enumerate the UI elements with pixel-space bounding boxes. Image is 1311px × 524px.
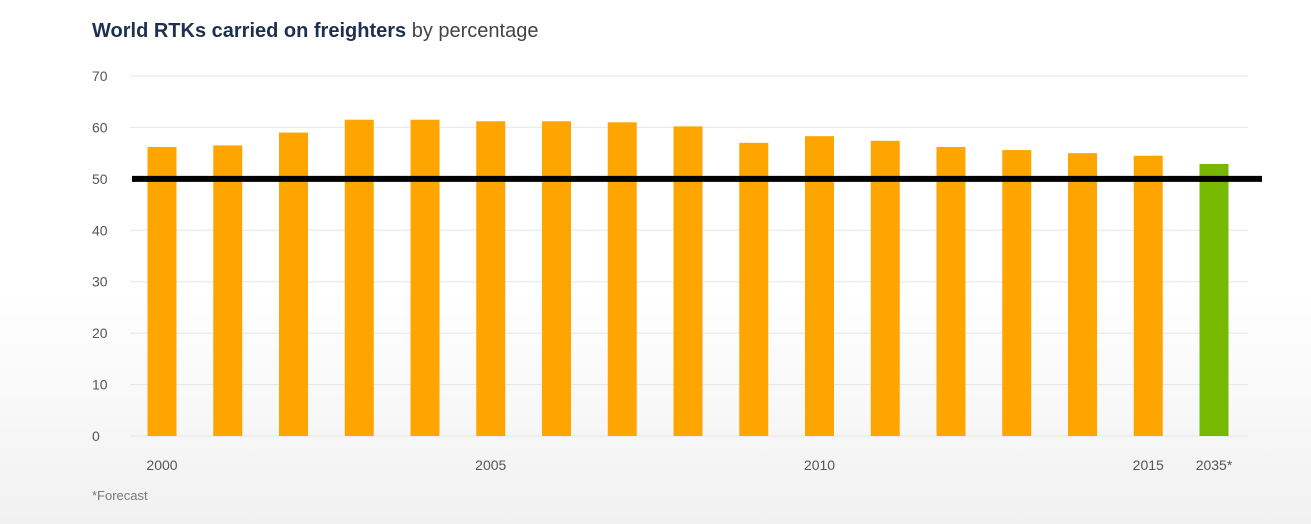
bar [805,136,834,436]
bar [607,122,637,437]
x-tick-label: 2035* [1196,457,1233,473]
bar-forecast [1199,163,1229,436]
y-tick-label: 50 [92,171,108,187]
y-tick-label: 0 [92,428,100,444]
chart-title: World RTKs carried on freighters by perc… [92,20,538,43]
bar [739,142,769,436]
footnote: *Forecast [92,488,148,503]
x-tick-label: 2015 [1133,457,1164,473]
x-tick-label: 2000 [146,457,177,473]
bar [1068,153,1097,436]
y-tick-label: 30 [92,274,108,290]
y-axis-ticks: 0 10 20 30 40 50 60 70 [92,68,108,444]
bar [1133,155,1163,436]
bar [213,145,243,436]
bar [147,146,177,436]
x-tick-label: 2010 [804,457,835,473]
y-tick-label: 70 [92,68,108,84]
y-tick-label: 20 [92,325,108,341]
chart-title-bold: World RTKs carried on freighters [92,20,407,42]
bar [1002,150,1032,437]
y-tick-label: 10 [92,377,108,393]
bar [936,146,966,436]
bar [279,132,308,437]
bar [476,121,506,436]
bars [147,119,1229,437]
bar [344,119,374,436]
x-tick-label: 2005 [475,457,506,473]
bar [870,140,900,437]
bar [410,119,440,436]
x-axis-ticks: 2000 2005 2010 2015 2035* [146,457,1232,473]
chart-title-light: by percentage [411,20,539,42]
y-tick-label: 40 [92,222,108,238]
y-tick-label: 60 [92,119,108,135]
bar [673,126,703,437]
bar [542,121,571,436]
